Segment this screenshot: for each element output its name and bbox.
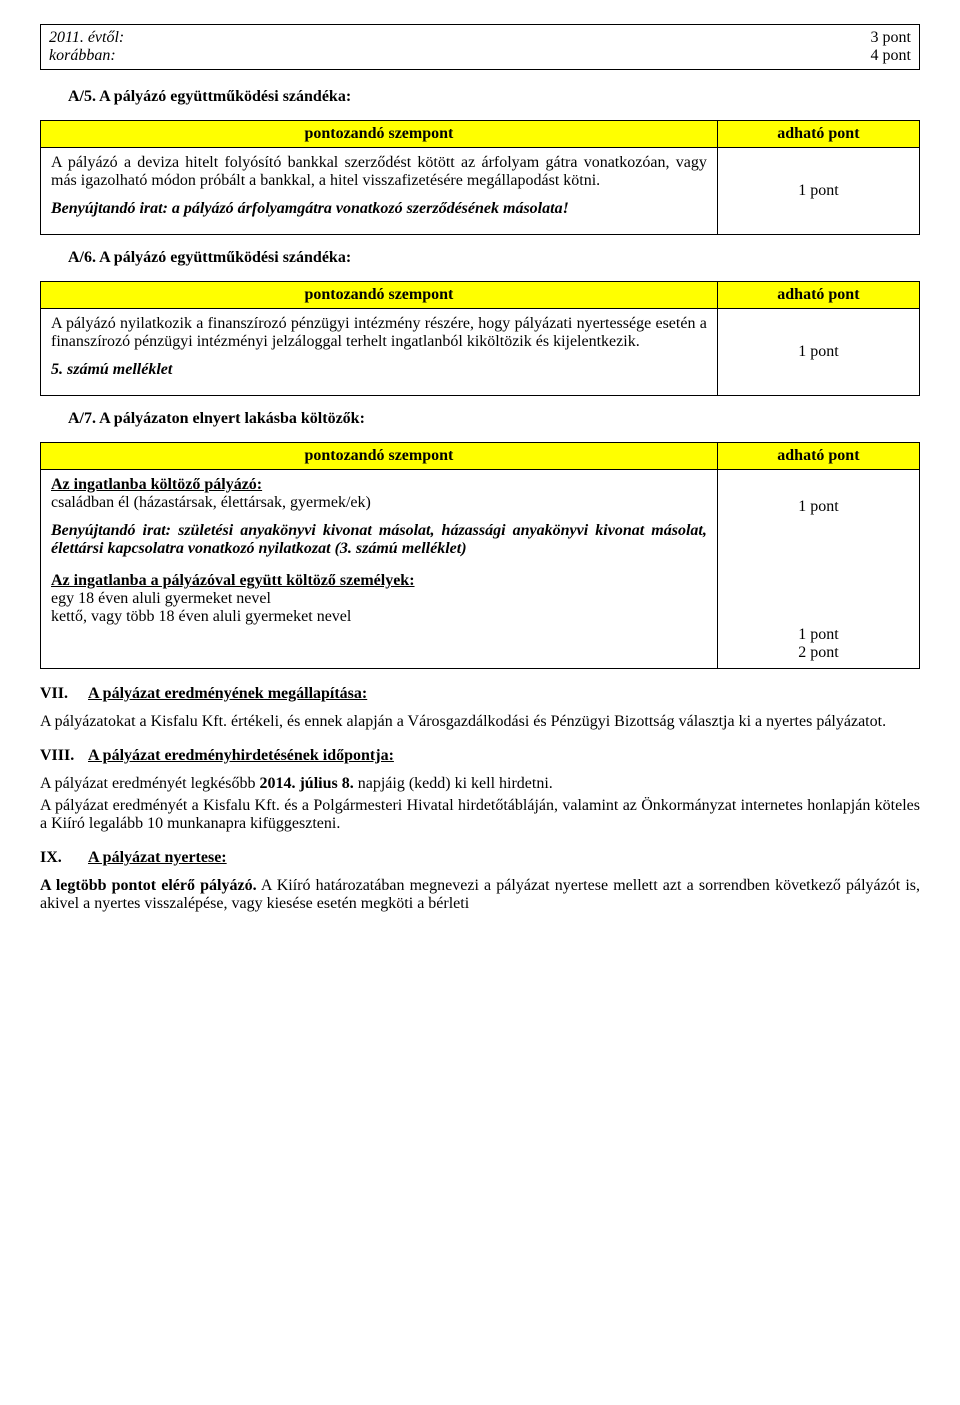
a7-block1-points: 1 pont bbox=[728, 498, 909, 516]
viii-line1-bold: 2014. július 8. bbox=[259, 775, 353, 792]
top-info-box: 2011. évtől: 3 pont korábban: 4 pont bbox=[40, 24, 920, 70]
a7-block1-line-text: családban él (házastársak, élettársak, g… bbox=[51, 494, 371, 511]
vii-num: VII. bbox=[40, 685, 88, 703]
section-vii-heading: VII. A pályázat eredményének megállapítá… bbox=[40, 685, 920, 703]
ix-body: A legtöbb pontot elérő pályázó. A Kiíró … bbox=[40, 877, 920, 913]
a7-block2-title: Az ingatlanba a pályázóval együtt költöz… bbox=[51, 572, 707, 590]
a7-block1-title: Az ingatlanba költöző pályázó: bbox=[51, 476, 707, 494]
a5-note: Benyújtandó irat: a pályázó árfolyamgátr… bbox=[51, 200, 707, 218]
a5-header-right: adható pont bbox=[717, 121, 919, 148]
a6-body: A pályázó nyilatkozik a finanszírozó pén… bbox=[51, 315, 707, 351]
top-left-1: 2011. évtől: bbox=[49, 29, 124, 47]
top-left-2: korábban: bbox=[49, 47, 116, 65]
a6-points: 1 pont bbox=[717, 309, 919, 396]
viii-line1-post: napjáig (kedd) ki kell hirdetni. bbox=[354, 775, 553, 792]
a7-cell-right: 1 pont 1 pont 2 pont bbox=[717, 470, 919, 669]
ix-num: IX. bbox=[40, 849, 88, 867]
vii-title: A pályázat eredményének megállapítása: bbox=[88, 685, 367, 703]
a6-header-right: adható pont bbox=[717, 282, 919, 309]
a7-block2-points2: 2 pont bbox=[728, 644, 909, 662]
a7-irat: Benyújtandó irat: születési anyakönyvi k… bbox=[51, 522, 707, 558]
section-viii-heading: VIII. A pályázat eredményhirdetésének id… bbox=[40, 747, 920, 765]
top-row-2: korábban: 4 pont bbox=[49, 47, 911, 65]
a7-block2-line1: egy 18 éven aluli gyermeket nevel bbox=[51, 590, 707, 608]
viii-line1-pre: A pályázat eredményét legkésőbb bbox=[40, 775, 259, 792]
a6-cell-left: A pályázó nyilatkozik a finanszírozó pén… bbox=[41, 309, 718, 396]
ix-body-bold: A legtöbb pontot elérő pályázó. bbox=[40, 877, 257, 894]
viii-num: VIII. bbox=[40, 747, 88, 765]
a7-block1-line: családban él (házastársak, élettársak, g… bbox=[51, 494, 707, 512]
a5-header-left: pontozandó szempont bbox=[41, 121, 718, 148]
a6-heading: A/6. A pályázó együttműködési szándéka: bbox=[68, 249, 920, 267]
vii-body: A pályázatokat a Kisfalu Kft. értékeli, … bbox=[40, 713, 920, 731]
a7-cell-left: Az ingatlanba költöző pályázó: családban… bbox=[41, 470, 718, 669]
a6-table: pontozandó szempont adható pont A pályáz… bbox=[40, 281, 920, 396]
a7-block2-line2: kettő, vagy több 18 éven aluli gyermeket… bbox=[51, 608, 707, 626]
a6-note: 5. számú melléklet bbox=[51, 361, 707, 379]
a5-heading: A/5. A pályázó együttműködési szándéka: bbox=[68, 88, 920, 106]
top-right-1: 3 pont bbox=[871, 29, 911, 47]
top-row-1: 2011. évtől: 3 pont bbox=[49, 29, 911, 47]
a7-block2-points1: 1 pont bbox=[728, 626, 909, 644]
a5-body: A pályázó a deviza hitelt folyósító bank… bbox=[51, 154, 707, 190]
viii-body1: A pályázat eredményét legkésőbb 2014. jú… bbox=[40, 775, 920, 793]
a5-points: 1 pont bbox=[717, 148, 919, 235]
a5-table: pontozandó szempont adható pont A pályáz… bbox=[40, 120, 920, 235]
viii-body2: A pályázat eredményét a Kisfalu Kft. és … bbox=[40, 797, 920, 833]
ix-title: A pályázat nyertese: bbox=[88, 849, 227, 867]
viii-title: A pályázat eredményhirdetésének időpontj… bbox=[88, 747, 394, 765]
top-right-2: 4 pont bbox=[871, 47, 911, 65]
a7-table: pontozandó szempont adható pont Az ingat… bbox=[40, 442, 920, 669]
a6-header-left: pontozandó szempont bbox=[41, 282, 718, 309]
a5-cell-left: A pályázó a deviza hitelt folyósító bank… bbox=[41, 148, 718, 235]
a7-header-right: adható pont bbox=[717, 443, 919, 470]
a7-heading: A/7. A pályázaton elnyert lakásba költöz… bbox=[68, 410, 920, 428]
section-ix-heading: IX. A pályázat nyertese: bbox=[40, 849, 920, 867]
a7-header-left: pontozandó szempont bbox=[41, 443, 718, 470]
